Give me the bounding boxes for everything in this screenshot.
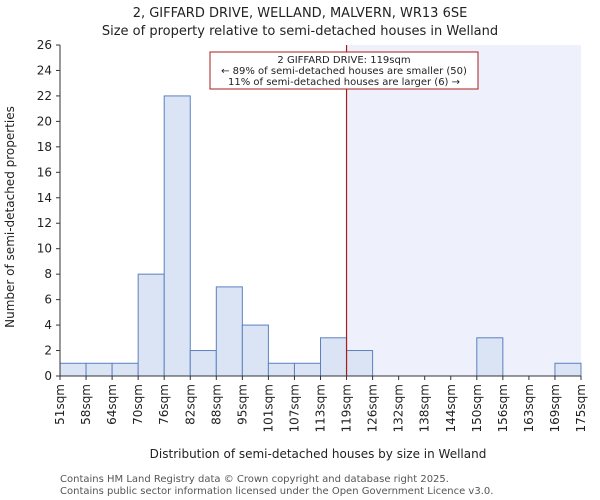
- y-tick-label: 8: [44, 267, 52, 281]
- annotation-line-1: 2 GIFFARD DRIVE: 119sqm: [277, 55, 410, 66]
- bar-82sqm: [189, 350, 217, 377]
- x-axis-label: Distribution of semi-detached houses by …: [150, 447, 487, 461]
- x-tick-label: 95sqm: [235, 384, 249, 425]
- bar-107sqm: [293, 362, 322, 377]
- bar-58sqm: [85, 362, 113, 377]
- x-tick-label: 76sqm: [157, 384, 171, 425]
- y-tick-label: 26: [37, 38, 52, 52]
- x-tick-label: 126sqm: [366, 384, 380, 432]
- x-ticks-group: 51sqm 58sqm 64sqm 70sqm 76sqm 82sqm 88sqm 95sqm…: [53, 376, 588, 432]
- annotation-line-3: 11% of semi-detached houses are larger (…: [228, 77, 460, 88]
- x-tick-label: 132sqm: [392, 384, 406, 432]
- bar-150sqm: [476, 337, 504, 377]
- y-tick-label: 22: [37, 89, 52, 103]
- annotation-box: 2 GIFFARD DRIVE: 119sqm ← 89% of semi-de…: [209, 51, 479, 90]
- x-tick-label: 51sqm: [53, 384, 67, 425]
- y-tick-label: 12: [37, 216, 52, 230]
- chart-title: 2, GIFFARD DRIVE, WELLAND, MALVERN, WR13…: [133, 6, 468, 21]
- x-tick-label: 82sqm: [183, 384, 197, 425]
- footer-line-2: Contains public sector information licen…: [60, 486, 493, 497]
- x-tick-label: 163sqm: [522, 384, 536, 432]
- bar-101sqm: [267, 362, 295, 377]
- y-tick-label: 6: [44, 293, 52, 307]
- y-tick-label: 18: [37, 140, 52, 154]
- x-tick-label: 113sqm: [314, 384, 328, 432]
- x-tick-label: 64sqm: [105, 384, 119, 425]
- larger-properties-region: [346, 45, 581, 376]
- y-axis-label: Number of semi-detached properties: [3, 106, 17, 328]
- bar-119sqm: [346, 350, 374, 377]
- y-tick-label: 16: [37, 165, 52, 179]
- footer-line-1: Contains HM Land Registry data © Crown c…: [60, 474, 449, 485]
- y-tick-label: 2: [44, 344, 52, 358]
- bar-70sqm: [137, 273, 165, 377]
- chart-subtitle: Size of property relative to semi-detach…: [102, 24, 498, 39]
- x-tick-label: 150sqm: [470, 384, 484, 432]
- bar-51sqm: [59, 362, 87, 377]
- x-tick-label: 70sqm: [131, 384, 145, 425]
- bar-113sqm: [320, 337, 348, 377]
- x-tick-label: 156sqm: [496, 384, 510, 432]
- x-tick-label: 138sqm: [418, 384, 432, 432]
- y-tick-label: 10: [37, 242, 52, 256]
- x-tick-label: 175sqm: [574, 384, 588, 432]
- bar-64sqm: [111, 362, 139, 377]
- x-tick-label: 88sqm: [209, 384, 223, 425]
- y-tick-label: 20: [37, 114, 52, 128]
- y-tick-label: 0: [44, 369, 52, 383]
- y-tick-label: 4: [44, 318, 52, 332]
- bar-95sqm: [241, 324, 269, 377]
- x-tick-label: 101sqm: [261, 384, 275, 432]
- bars-group: [59, 95, 582, 377]
- annotation-frame: [209, 51, 479, 90]
- y-tick-label: 14: [37, 191, 52, 205]
- x-tick-label: 144sqm: [444, 384, 458, 432]
- x-tick-label: 58sqm: [79, 384, 93, 425]
- y-tick-label: 24: [37, 63, 52, 77]
- x-tick-label: 119sqm: [340, 384, 354, 432]
- x-tick-label: 169sqm: [548, 384, 562, 432]
- bar-169sqm: [554, 362, 582, 377]
- bar-88sqm: [215, 286, 243, 377]
- annotation-line-2: ← 89% of semi-detached houses are smalle…: [221, 66, 467, 77]
- x-tick-label: 107sqm: [287, 384, 301, 432]
- bar-76sqm: [163, 95, 191, 377]
